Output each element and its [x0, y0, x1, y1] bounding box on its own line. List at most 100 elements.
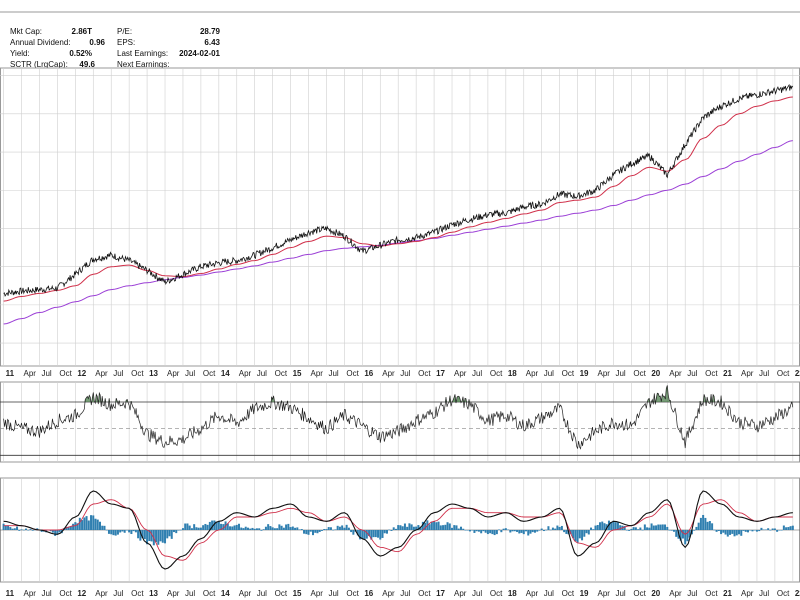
macd-histogram-bar [686, 530, 689, 542]
x-tick-label: Oct [777, 589, 790, 598]
x-tick-label: Oct [346, 589, 359, 598]
macd-histogram-bar [96, 519, 99, 530]
x-tick-label: Oct [777, 369, 790, 378]
macd-histogram-bar [664, 524, 667, 530]
macd-histogram-bar [251, 527, 254, 530]
macd-histogram-bar [787, 527, 790, 530]
macd-histogram-bar [764, 529, 767, 531]
x-tick-label: Apr [239, 369, 252, 378]
macd-histogram-bar [69, 526, 72, 530]
macd-histogram-bar [419, 526, 422, 530]
macd-histogram-bar [101, 525, 104, 530]
macd-histogram-bar [105, 529, 108, 531]
macd-histogram-bar [287, 523, 290, 530]
macd-histogram-bar [76, 523, 79, 530]
macd-histogram-bar [296, 527, 299, 530]
macd-histogram-bar [531, 530, 534, 533]
macd-histogram-bar [529, 530, 532, 534]
macd-histogram-bar [269, 526, 272, 530]
macd-histogram-bar [4, 525, 7, 530]
macd-histogram-bar [320, 530, 323, 531]
x-tick-label: Jul [759, 589, 769, 598]
x-tick-label: Apr [167, 369, 180, 378]
macd-histogram-bar [500, 530, 503, 533]
macd-histogram-bar [695, 526, 698, 530]
macd-histogram-bar [776, 530, 779, 532]
macd-histogram-bar [116, 530, 119, 535]
macd-histogram-bar [307, 530, 310, 535]
macd-histogram-bar [433, 521, 436, 530]
x-tick-label: 15 [293, 589, 302, 598]
x-tick-label: Jul [257, 589, 267, 598]
macd-histogram-bar [520, 530, 523, 533]
macd-histogram-bar [280, 525, 283, 530]
macd-histogram-bar [332, 529, 335, 531]
x-tick-label: 13 [149, 589, 158, 598]
x-tick-label: Oct [59, 369, 72, 378]
stat-value: 0.96 [89, 38, 105, 47]
x-tick-label: Oct [490, 369, 503, 378]
macd-histogram-bar [744, 530, 747, 532]
x-tick-label: Oct [633, 589, 646, 598]
macd-histogram-bar [177, 530, 180, 531]
macd-histogram-bar [475, 530, 478, 532]
macd-histogram-bar [415, 526, 418, 530]
macd-histogram-bar [417, 525, 420, 530]
macd-histogram-bar [648, 527, 651, 530]
x-tick-label: Jul [41, 589, 51, 598]
macd-histogram-bar [305, 530, 308, 535]
macd-histogram-bar [99, 521, 101, 530]
macd-histogram-bar [751, 530, 754, 532]
macd-histogram-bar [87, 520, 90, 530]
macd-histogram-bar [172, 530, 175, 533]
x-tick-label: 15 [293, 369, 302, 378]
macd-histogram-bar [560, 525, 563, 530]
macd-histogram-bar [336, 525, 339, 530]
macd-histogram-bar [271, 527, 274, 530]
macd-histogram-bar [374, 530, 377, 538]
x-tick-label: Oct [562, 369, 575, 378]
stat-value: 49.6 [79, 60, 95, 69]
macd-histogram-bar [563, 530, 566, 533]
macd-histogram-bar [370, 530, 373, 540]
macd-histogram-bar [549, 529, 552, 531]
macd-histogram-bar [650, 523, 653, 530]
macd-histogram-bar [455, 525, 458, 530]
macd-histogram-bar [368, 530, 371, 537]
macd-histogram-bar [623, 526, 626, 530]
macd-histogram-bar [325, 529, 328, 530]
x-tick-label: Jul [544, 589, 554, 598]
stat-label: Annual Dividend: [10, 38, 71, 47]
macd-histogram-bar [233, 525, 236, 530]
macd-histogram-bar [453, 525, 456, 530]
x-tick-label: Oct [203, 369, 216, 378]
macd-histogram-bar [657, 524, 660, 530]
macd-histogram-bar [471, 530, 474, 531]
stat-item: Yield: 0.52% [10, 48, 92, 59]
macd-histogram-bar [477, 530, 480, 532]
macd-histogram-bar [372, 530, 375, 538]
long-moving-average-line [3, 140, 793, 325]
macd-histogram-bar [578, 530, 581, 539]
macd-histogram-bar [300, 529, 303, 530]
macd-histogram-bar [22, 529, 25, 531]
x-tick-label: Oct [131, 369, 144, 378]
macd-histogram-bar [318, 530, 321, 532]
macd-histogram-bar [628, 530, 631, 531]
macd-histogram-bar [502, 528, 505, 530]
macd-histogram-bar [439, 525, 442, 530]
macd-histogram-bar [486, 530, 489, 535]
macd-histogram-bar [211, 520, 214, 530]
macd-histogram-bar [583, 530, 586, 537]
macd-histogram-bar [726, 530, 729, 537]
x-tick-label: Apr [167, 589, 180, 598]
macd-histogram-bar [226, 523, 229, 530]
stat-label: P/E: [117, 27, 133, 36]
macd-histogram-bar [329, 527, 332, 530]
macd-histogram-bar [466, 530, 469, 531]
macd-histogram-bar [708, 521, 711, 530]
x-tick-label: Jul [113, 369, 123, 378]
macd-histogram-bar [699, 517, 702, 530]
macd-histogram-bar [791, 525, 794, 530]
macd-histogram-bar [175, 530, 178, 534]
